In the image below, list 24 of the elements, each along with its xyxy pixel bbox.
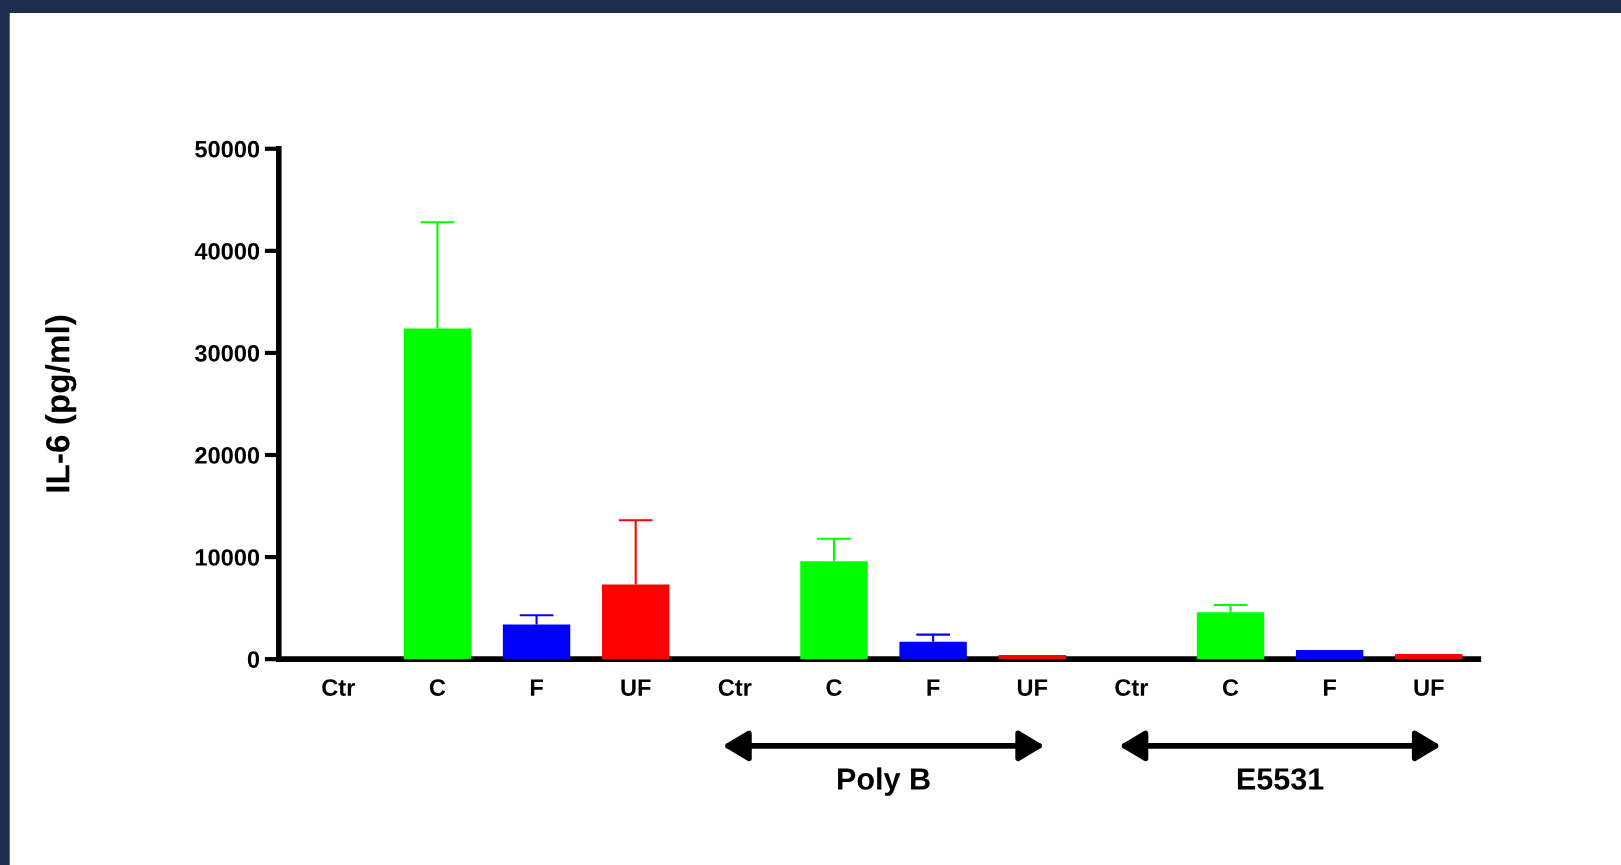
y-axis-title: IL-6 (pg/ml)	[45, 315, 77, 492]
x-tick-label: UF	[1414, 679, 1444, 696]
y-tick-label: 0	[247, 651, 260, 668]
bar	[1295, 649, 1364, 660]
x-tick-label: C	[429, 679, 446, 696]
x-tick-label: Ctr	[718, 679, 752, 696]
x-tick-label: Ctr	[322, 679, 355, 696]
x-tick-label: C	[826, 679, 842, 696]
x-tick-label: C	[1222, 679, 1239, 696]
y-tick-label: 10000	[195, 549, 260, 566]
bar	[998, 655, 1066, 660]
y-tick-label: 50000	[195, 140, 260, 158]
bar	[1395, 654, 1463, 660]
x-tick-label: F	[530, 679, 543, 696]
text: E5531	[1237, 768, 1324, 790]
text: Poly B	[838, 767, 930, 796]
x-tick-label: F	[1324, 679, 1336, 696]
x-tick-label: Ctr	[1115, 679, 1149, 696]
y-tick-label: 20000	[195, 447, 260, 464]
x-tick-label: F	[927, 679, 940, 696]
y-tick-label: 30000	[194, 344, 260, 362]
x-tick-label: UF	[621, 679, 651, 696]
y-tick-label: 40000	[194, 242, 260, 260]
x-tick-label: UF	[1017, 679, 1048, 696]
